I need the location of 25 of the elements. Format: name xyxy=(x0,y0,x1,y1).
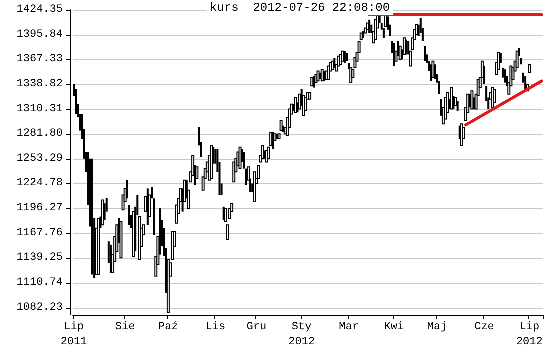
y-tick-label: 1338.82 xyxy=(16,78,63,90)
x-tick-label: Sie xyxy=(115,322,136,334)
y-tick-label: 1310.31 xyxy=(16,103,64,116)
x-tick-label: Maj xyxy=(427,322,448,334)
x-tick-label: Lip 2011 xyxy=(60,322,88,348)
y-tick-label: 1139.25 xyxy=(16,252,63,264)
y-tick-label: 1167.76 xyxy=(16,227,63,240)
x-tick-label: Lip 2012 xyxy=(516,322,543,348)
y-tick-label: 1196.27 xyxy=(16,202,63,215)
chart-title: kurs 2012-07-26 22:08:00 xyxy=(210,1,390,15)
x-tick-label: Mar xyxy=(339,322,359,334)
y-tick-label: 1281.80 xyxy=(16,128,63,140)
x-tick-label: Paź xyxy=(158,322,178,334)
y-tick-label: 1224.78 xyxy=(16,178,63,190)
x-tick-label: Lis xyxy=(206,322,226,334)
y-tick-label: 1367.33 xyxy=(16,54,63,66)
x-tick-label: Kwi xyxy=(384,322,404,334)
y-tick-label: 1424.35 xyxy=(16,4,63,16)
y-tick-label: 1395.84 xyxy=(16,28,64,41)
x-tick-label: Gru xyxy=(246,322,267,334)
y-tick-label: 1082.23 xyxy=(16,302,63,314)
x-tick-label: Sty 2012 xyxy=(288,322,316,348)
x-tick-label: Cze xyxy=(474,322,494,334)
y-tick-label: 1110.74 xyxy=(16,277,64,290)
y-tick-label: 1253.29 xyxy=(16,152,63,165)
